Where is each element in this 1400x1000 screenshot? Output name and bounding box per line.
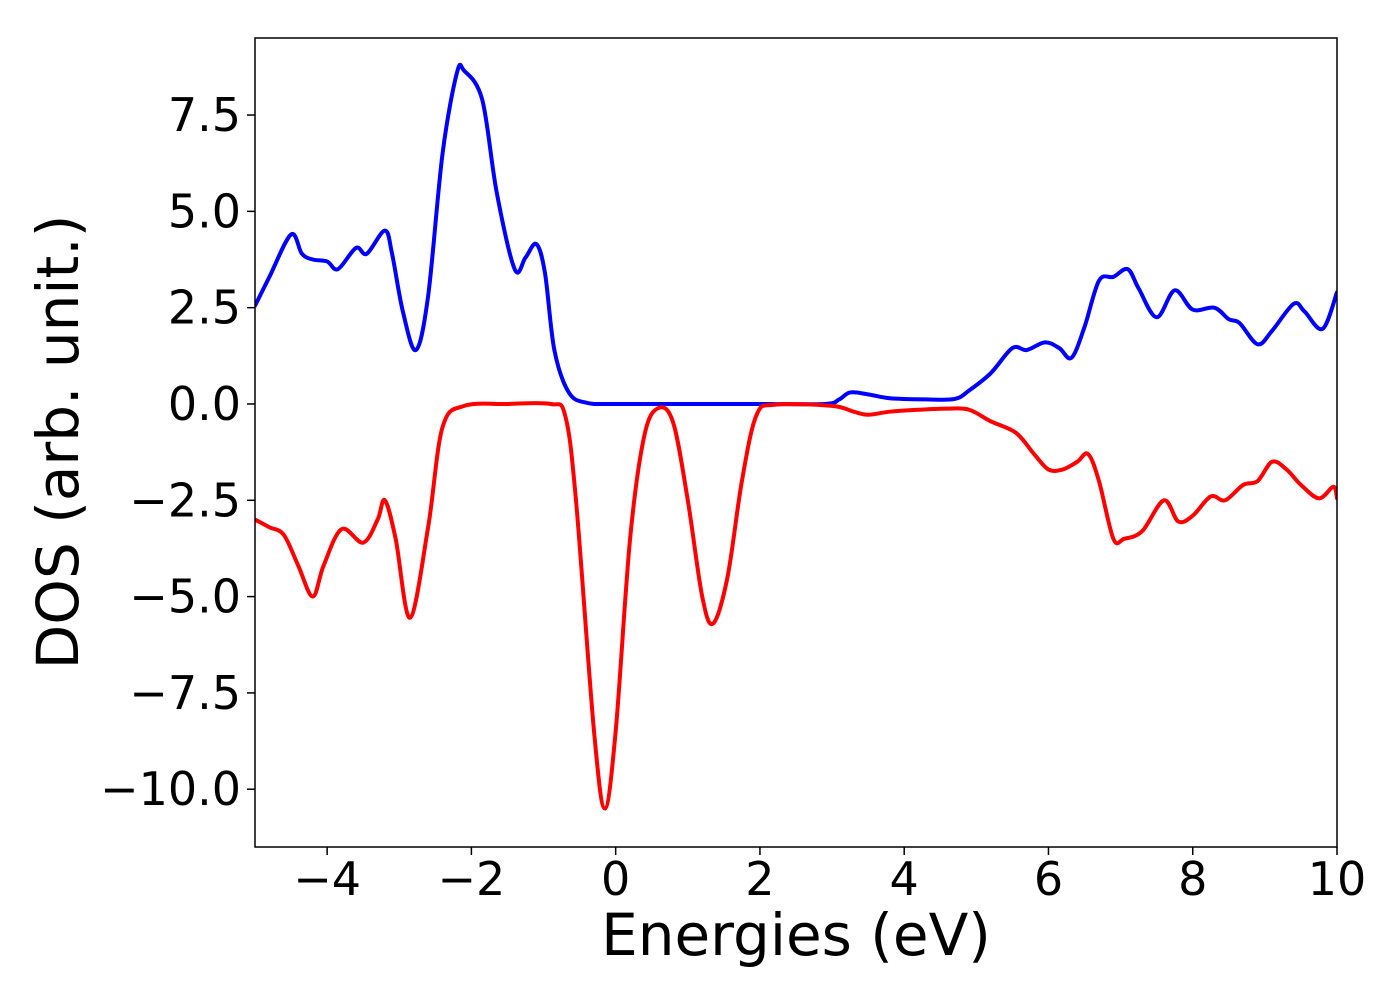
series-line-2 (255, 401, 1337, 811)
x-axis-label: Energies (eV) (601, 901, 991, 969)
y-tick-label: 0.0 (168, 377, 241, 431)
y-tick-label: −5.0 (129, 570, 241, 624)
y-tick-label: 7.5 (168, 88, 241, 142)
x-tick-label: −4 (293, 852, 361, 906)
x-tick-label: 8 (1178, 852, 1207, 906)
series-line-1 (255, 62, 1337, 407)
x-tick-label: 10 (1308, 852, 1367, 906)
y-tick-label: −2.5 (129, 473, 241, 527)
x-tick-label: 2 (745, 852, 774, 906)
x-tick-label: 6 (1034, 852, 1063, 906)
curves-layer (255, 62, 1337, 811)
x-tick-label: 0 (601, 852, 630, 906)
y-tick-label: 5.0 (168, 184, 241, 238)
x-tick-label: 4 (890, 852, 919, 906)
y-tick-label: −7.5 (129, 666, 241, 720)
x-tick-label: −2 (437, 852, 505, 906)
y-axis-label: DOS (arb. unit.) (24, 215, 92, 670)
y-tick-label: −10.0 (100, 762, 241, 816)
y-axis: 7.5 5.0 2.5 0.0 −2.5 −5.0 −7.5 −10.0 (100, 88, 255, 816)
plot-frame (254, 37, 1338, 848)
x-axis: −4 −2 0 2 4 6 8 10 (293, 847, 1366, 906)
y-tick-label: 2.5 (168, 281, 241, 335)
